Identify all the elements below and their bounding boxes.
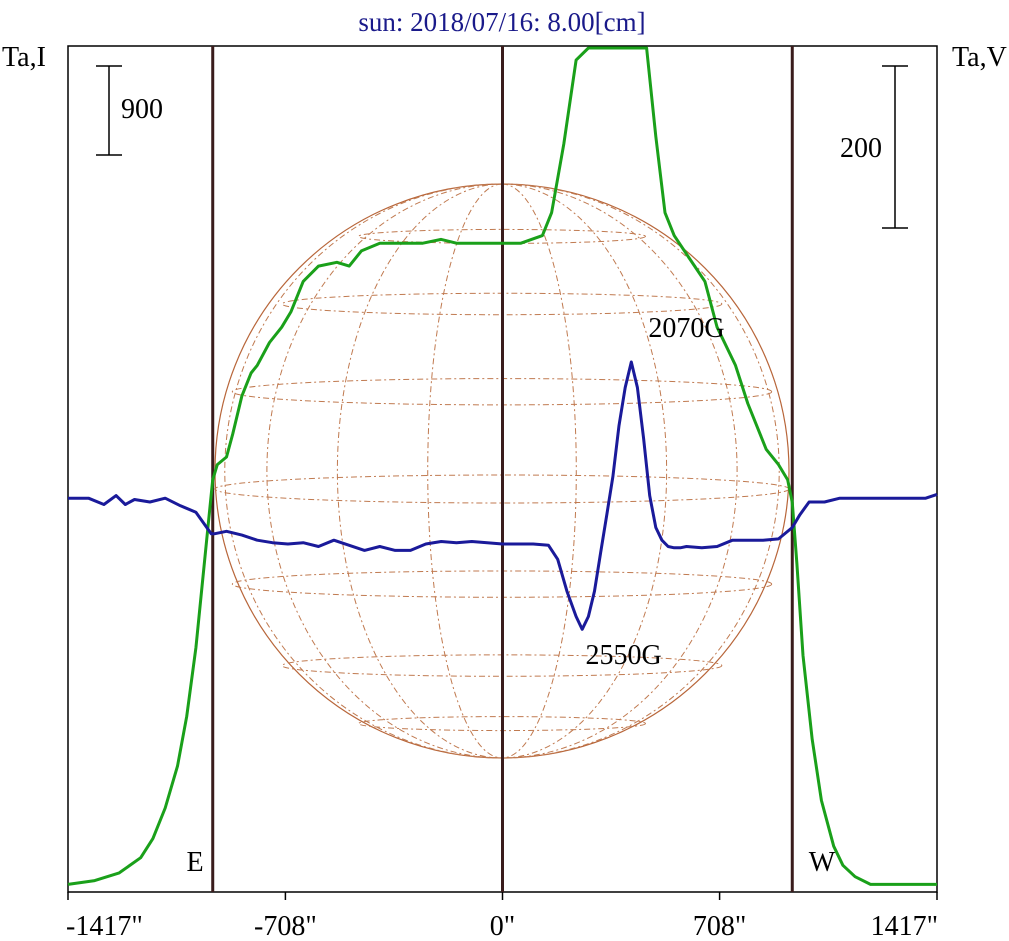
right-scale-label: 200	[840, 133, 882, 164]
limb-label-east: E	[186, 847, 203, 878]
reference-lines	[211, 46, 794, 892]
left-scale-bar: 900	[96, 65, 163, 156]
x-tick-label: -708"	[254, 911, 317, 941]
x-axis-ticks: -1417" -708" 0" 708" 1417"	[66, 892, 938, 941]
x-tick-label: 1417"	[871, 911, 938, 941]
disk-longitude-line	[501, 183, 738, 759]
x-tick-label: -1417"	[66, 911, 143, 941]
disk-longitude-line	[224, 183, 503, 759]
x-tick-label: 708"	[693, 911, 746, 941]
limb-label-west: W	[809, 847, 836, 878]
chart-title: sun: 2018/07/16: 8.00[cm]	[358, 7, 645, 37]
right-scale-bar: 200	[840, 65, 908, 229]
disk-longitude-line	[336, 183, 503, 759]
x-tick-label: 0"	[490, 911, 515, 941]
disk-longitude-line	[501, 183, 577, 759]
disk-longitude-line	[501, 183, 780, 759]
left-scale-label: 900	[121, 94, 163, 125]
series-line-i	[67, 46, 937, 886]
series-line-v	[68, 360, 938, 631]
right-axis-label: Ta,V	[952, 42, 1007, 73]
disk-longitude-line	[501, 183, 668, 759]
left-axis-label: Ta,I	[2, 42, 46, 73]
disk-longitude-line	[427, 183, 503, 759]
annotation-2550g: 2550G	[586, 640, 662, 671]
annotation-2070g: 2070G	[648, 313, 724, 344]
disk-longitude-line	[266, 183, 503, 759]
